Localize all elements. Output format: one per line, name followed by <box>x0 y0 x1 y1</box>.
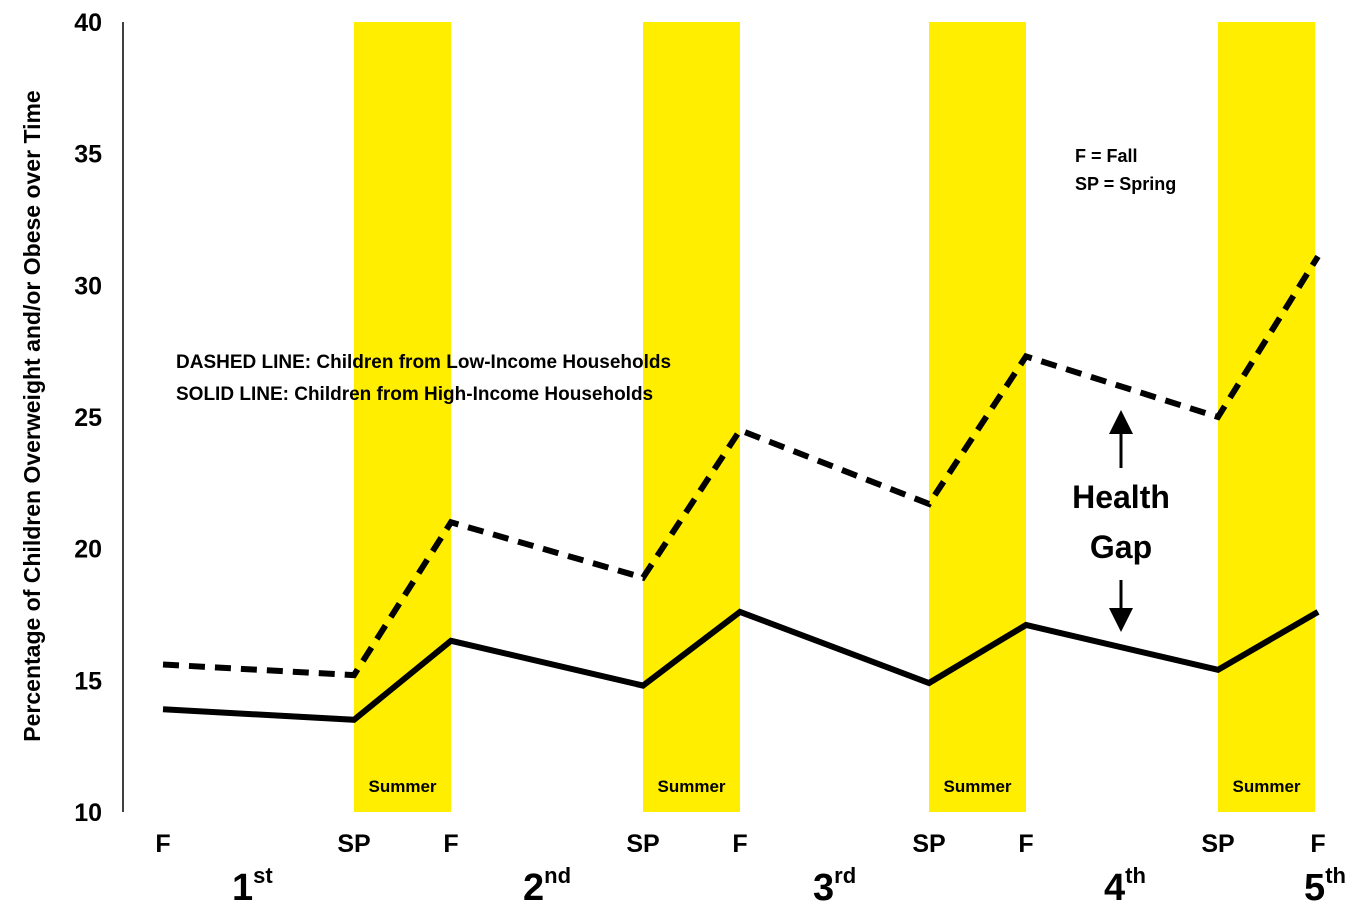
y-tick-label: 15 <box>74 667 102 695</box>
x-tick-label: F <box>1310 830 1325 858</box>
summer-band <box>929 22 1026 812</box>
grade-label: 1st <box>232 863 273 905</box>
grade-label: 5th <box>1304 863 1346 905</box>
summer-label: Summer <box>368 777 436 796</box>
y-tick-label: 20 <box>74 536 102 564</box>
x-tick-label: SP <box>626 830 659 858</box>
x-tick-label: F <box>443 830 458 858</box>
summer-label: Summer <box>657 777 725 796</box>
y-tick-label: 30 <box>74 272 102 300</box>
solid-series-line <box>162 608 1320 723</box>
grade-label: 4th <box>1104 863 1146 905</box>
legend-solid: SOLID LINE: Children from High-Income Ho… <box>176 384 653 405</box>
grade-label: 2nd <box>523 863 571 905</box>
summer-band <box>643 22 740 812</box>
x-tick-label: F <box>732 830 747 858</box>
summer-band <box>1218 22 1315 812</box>
note-fall: F = Fall <box>1075 146 1138 166</box>
legend-dashed: DASHED LINE: Children from Low-Income Ho… <box>176 352 671 373</box>
summer-band <box>354 22 451 812</box>
summer-label: Summer <box>1232 777 1300 796</box>
health-gap-annotation: Health Gap <box>1072 410 1170 632</box>
y-tick-label: 35 <box>74 141 102 169</box>
y-axis-label: Percentage of Children Overweight and/or… <box>19 90 45 741</box>
x-axis-ticks: F SP F SP F SP F SP F <box>155 830 1325 858</box>
x-tick-label: SP <box>1201 830 1234 858</box>
y-axis-ticks: 10 15 20 25 30 35 40 <box>74 9 102 827</box>
summer-label: Summer <box>943 777 1011 796</box>
y-tick-label: 40 <box>74 9 102 37</box>
grade-labels: 1st 2nd 3rd 4th 5th <box>232 863 1346 905</box>
dashed-series-line <box>162 254 1321 679</box>
health-gap-label-1: Health <box>1072 479 1170 515</box>
arrow-down-icon <box>1109 608 1133 632</box>
health-gap-label-2: Gap <box>1090 529 1152 565</box>
x-tick-label: SP <box>912 830 945 858</box>
grade-label: 3rd <box>813 863 856 905</box>
y-tick-label: 10 <box>74 799 102 827</box>
x-tick-label: F <box>155 830 170 858</box>
note-spring: SP = Spring <box>1075 174 1176 194</box>
arrow-up-icon <box>1109 410 1133 434</box>
data-series <box>162 254 1321 723</box>
y-tick-label: 25 <box>74 404 102 432</box>
summer-bands: Summer Summer Summer Summer <box>354 22 1315 812</box>
x-tick-label: SP <box>337 830 370 858</box>
x-tick-label: F <box>1018 830 1033 858</box>
